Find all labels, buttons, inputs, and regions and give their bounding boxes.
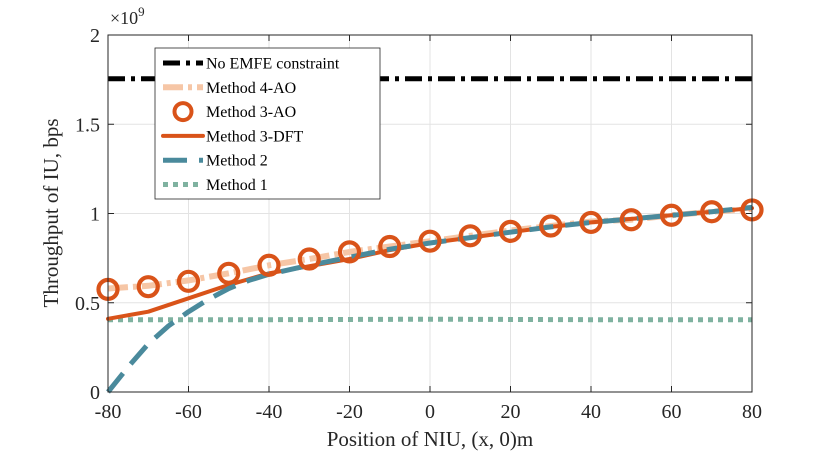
legend-entry: No EMFE constraint xyxy=(163,56,340,73)
series-group xyxy=(96,76,764,394)
data-point xyxy=(700,200,724,224)
x-tick-label: 60 xyxy=(662,401,682,423)
x-tick-label: 80 xyxy=(742,401,762,423)
legend-label: Method 3-AO xyxy=(206,104,296,121)
series-method-2 xyxy=(106,204,753,394)
legend-label: Method 4-AO xyxy=(206,80,296,97)
data-point xyxy=(579,210,603,235)
data-point xyxy=(659,203,684,227)
legend-box xyxy=(154,47,381,200)
legend-label: Method 3-DFT xyxy=(206,128,304,145)
series-line xyxy=(108,316,752,323)
data-point xyxy=(337,240,362,264)
y-tick-label: 1 xyxy=(90,204,100,226)
x-tick-label: -20 xyxy=(336,401,363,423)
series-line xyxy=(106,204,753,394)
legend-label: No EMFE constraint xyxy=(206,56,340,73)
x-tick-label: -40 xyxy=(256,401,283,423)
x-tick-label: -80 xyxy=(95,401,122,423)
data-point xyxy=(257,253,281,277)
legend-swatch xyxy=(172,101,194,123)
y-tick-label: 2 xyxy=(90,25,100,47)
data-point xyxy=(619,208,643,232)
data-point xyxy=(539,214,563,238)
legend-entry: Method 4-AO xyxy=(163,80,296,97)
legend: No EMFE constraint Method 4-AO Method 3-AO… xyxy=(154,47,381,200)
x-tick-label: -60 xyxy=(175,401,202,423)
legend-label: Method 1 xyxy=(206,177,268,194)
y-axis-label: Throughput of IU, bps xyxy=(39,119,63,308)
y-tick-label: 0 xyxy=(90,382,100,404)
data-point xyxy=(297,247,321,271)
legend-entry: Method 1 xyxy=(163,177,268,194)
y-tick-label: 0.5 xyxy=(75,293,100,315)
legend-entry: Method 3-AO xyxy=(172,101,296,123)
y-multiplier: ×109 xyxy=(110,4,145,28)
series-method-3-ao xyxy=(96,198,764,301)
y-tick-label: 1.5 xyxy=(75,114,100,136)
legend-entry: Method 2 xyxy=(163,153,268,170)
legend-label: Method 2 xyxy=(206,153,268,170)
x-tick-label: 0 xyxy=(425,401,435,423)
data-point xyxy=(498,219,523,243)
data-point xyxy=(217,261,241,285)
x-tick-label: 40 xyxy=(581,401,601,423)
data-point xyxy=(176,269,201,293)
series-method-1 xyxy=(108,316,752,323)
ticks: -80 -60 -40 -20 0 20 40 60 80 0 0.5 1 1.5 2 xyxy=(75,25,762,423)
data-point xyxy=(458,224,482,248)
data-point xyxy=(136,275,160,299)
legend-entry: Method 3-DFT xyxy=(161,128,304,145)
data-point xyxy=(418,229,442,253)
x-axis-label: Position of NIU, (x, 0)m xyxy=(327,427,534,451)
x-tick-label: 20 xyxy=(501,401,521,423)
data-point xyxy=(378,234,402,259)
